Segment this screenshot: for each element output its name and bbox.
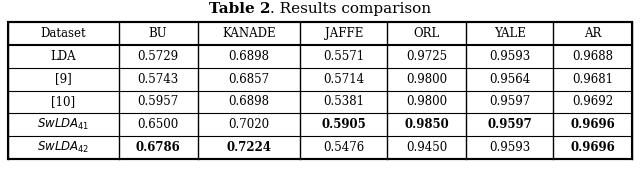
Text: 0.5381: 0.5381 [323, 95, 364, 109]
Text: $\mathit{SwLDA}_{42}$: $\mathit{SwLDA}_{42}$ [37, 140, 90, 155]
Text: 0.7020: 0.7020 [228, 118, 269, 131]
Text: 0.5476: 0.5476 [323, 141, 364, 154]
Text: KANADE: KANADE [222, 27, 276, 40]
Text: 0.5905: 0.5905 [321, 118, 366, 131]
Text: JAFFE: JAFFE [324, 27, 363, 40]
Text: 0.5571: 0.5571 [323, 50, 364, 63]
Text: 0.5729: 0.5729 [138, 50, 179, 63]
Text: 0.7224: 0.7224 [227, 141, 271, 154]
Text: 0.5714: 0.5714 [323, 73, 364, 86]
Text: LDA: LDA [51, 50, 76, 63]
Text: 0.9850: 0.9850 [404, 118, 449, 131]
Text: 0.9564: 0.9564 [489, 73, 530, 86]
Text: 0.6898: 0.6898 [228, 95, 269, 109]
Text: 0.5957: 0.5957 [138, 95, 179, 109]
Bar [8, 22, 632, 159]
Text: 0.5743: 0.5743 [138, 73, 179, 86]
Text: ORL: ORL [413, 27, 440, 40]
Text: [10]: [10] [51, 95, 76, 109]
Text: 0.9593: 0.9593 [489, 141, 530, 154]
Text: 0.9681: 0.9681 [572, 73, 613, 86]
Text: 0.9692: 0.9692 [572, 95, 613, 109]
Text: Dataset: Dataset [40, 27, 86, 40]
Text: 0.9688: 0.9688 [572, 50, 613, 63]
Text: 0.9593: 0.9593 [489, 50, 530, 63]
Text: 0.9800: 0.9800 [406, 73, 447, 86]
Text: BU: BU [148, 27, 168, 40]
Text: 0.6500: 0.6500 [138, 118, 179, 131]
Text: 0.9800: 0.9800 [406, 95, 447, 109]
Text: 0.9597: 0.9597 [487, 118, 532, 131]
Text: 0.9696: 0.9696 [570, 118, 615, 131]
Text: 0.9450: 0.9450 [406, 141, 447, 154]
Text: $\mathit{SwLDA}_{41}$: $\mathit{SwLDA}_{41}$ [37, 117, 90, 132]
Text: YALE: YALE [493, 27, 525, 40]
Text: Table 2: Table 2 [209, 2, 270, 16]
Text: AR: AR [584, 27, 601, 40]
Text: 0.9696: 0.9696 [570, 141, 615, 154]
Text: 0.6898: 0.6898 [228, 50, 269, 63]
Text: . Results comparison: . Results comparison [270, 2, 431, 16]
Text: 0.9725: 0.9725 [406, 50, 447, 63]
Text: 0.6857: 0.6857 [228, 73, 269, 86]
Text: [9]: [9] [55, 73, 72, 86]
Text: 0.9597: 0.9597 [489, 95, 530, 109]
Text: 0.6786: 0.6786 [136, 141, 180, 154]
